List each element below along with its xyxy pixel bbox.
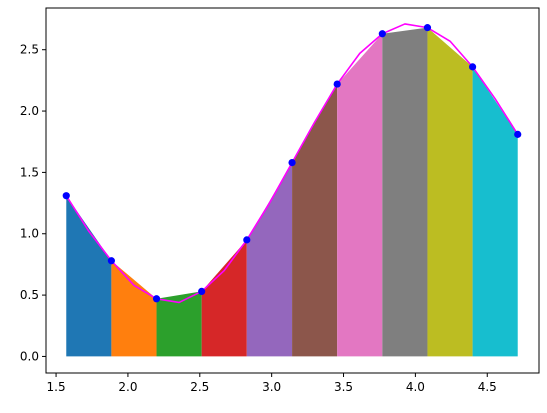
- data-points-layer: [62, 24, 522, 303]
- segment-fills: [66, 27, 518, 357]
- segment-fill-10: [472, 66, 518, 357]
- y-tick-label: 1.0: [20, 227, 39, 241]
- segment-fill-6: [292, 84, 338, 357]
- x-tick-label: 1.5: [47, 380, 66, 394]
- segment-fill-7: [337, 33, 383, 357]
- x-tick-label: 2.5: [190, 380, 209, 394]
- data-point-1: [62, 192, 70, 200]
- data-point-6: [288, 158, 296, 167]
- segment-fill-8: [382, 27, 428, 357]
- data-point-2: [107, 257, 115, 265]
- x-axis: 1.5 2.0 2.5 3.0 3.5 4.0 4.5: [47, 373, 497, 394]
- y-tick-label: 2.0: [20, 104, 39, 118]
- x-tick-label: 4.5: [478, 380, 497, 394]
- y-tick-label: 0.0: [20, 349, 39, 363]
- data-point-5: [243, 236, 251, 244]
- segment-fill-2: [111, 260, 157, 357]
- data-point-4: [198, 287, 206, 296]
- y-tick-label: 1.5: [20, 165, 39, 179]
- data-point-8: [378, 30, 386, 38]
- y-axis: 0.0 0.5 1.0 1.5 2.0 2.5: [20, 43, 46, 363]
- segment-fill-1: [66, 195, 112, 357]
- segment-fill-9: [427, 27, 473, 357]
- segment-fill-5: [246, 162, 293, 357]
- data-point-11: [514, 130, 522, 138]
- x-tick-label: 4.0: [406, 380, 425, 394]
- x-tick-label: 3.5: [334, 380, 353, 394]
- data-point-7: [333, 80, 341, 88]
- y-tick-label: 2.5: [20, 43, 39, 57]
- plot-frame: [45, 7, 540, 374]
- x-tick-label: 2.0: [118, 380, 137, 394]
- segment-fill-4: [201, 239, 247, 357]
- data-point-9: [423, 24, 432, 32]
- segment-fill-3: [156, 291, 202, 357]
- data-point-3: [152, 295, 161, 303]
- y-tick-label: 0.5: [20, 288, 39, 302]
- x-tick-label: 3.0: [262, 380, 281, 394]
- data-point-10: [468, 63, 477, 71]
